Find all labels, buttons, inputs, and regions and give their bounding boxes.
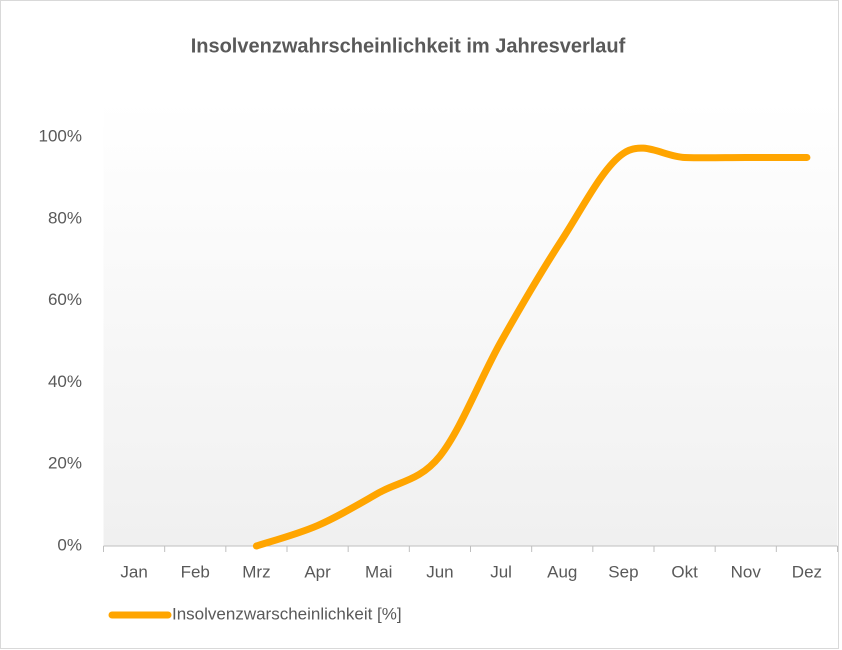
y-tick-label: 0%: [57, 535, 82, 554]
x-tick-label: Mai: [365, 562, 392, 581]
x-tick-label: Apr: [304, 562, 331, 581]
x-tick-label: Nov: [731, 562, 762, 581]
y-tick-label: 100%: [39, 126, 82, 145]
x-tick-label: Mrz: [242, 562, 270, 581]
y-tick-label: 80%: [48, 208, 82, 227]
data-line: [252, 144, 811, 550]
x-tick-label: Jan: [120, 562, 147, 581]
x-tick-label: Dez: [792, 562, 822, 581]
x-tick-label: Jun: [426, 562, 453, 581]
x-tick-label: Sep: [608, 562, 638, 581]
legend-label: Insolvenzwarscheinlichkeit [%]: [172, 604, 402, 623]
y-tick-label: 60%: [48, 290, 82, 309]
x-tick-label: Aug: [547, 562, 577, 581]
x-tick-label: Okt: [671, 562, 698, 581]
plot-area: [103, 100, 838, 546]
y-tick-label: 20%: [48, 454, 82, 473]
y-tick-label: 40%: [48, 372, 82, 391]
chart-title: Insolvenzwahrscheinlichkeit im Jahresver…: [191, 35, 626, 57]
x-tick-label: Jul: [490, 562, 512, 581]
x-tick-label: Feb: [181, 562, 210, 581]
